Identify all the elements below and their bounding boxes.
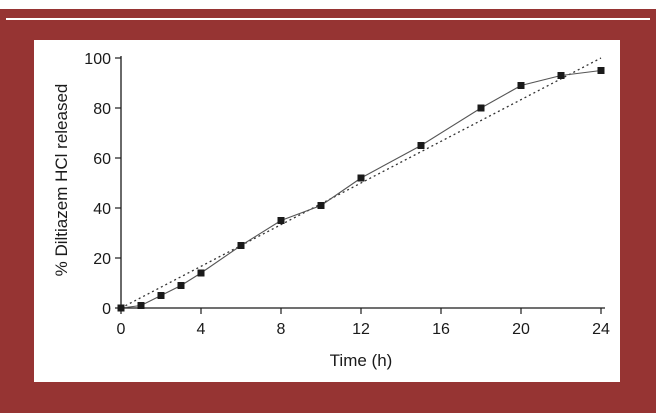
x-axis-ticks: 0 4 8 12 16 20 24 <box>117 308 610 338</box>
data-point <box>137 302 145 309</box>
data-point <box>597 67 605 74</box>
y-tick-label: 0 <box>102 301 111 318</box>
data-point <box>517 82 525 89</box>
reference-line <box>120 57 602 309</box>
data-point <box>237 242 245 249</box>
y-tick-label: 80 <box>93 101 111 118</box>
x-tick-label: 12 <box>352 321 370 338</box>
x-tick-label: 20 <box>512 321 530 338</box>
top-rule <box>6 18 650 20</box>
chart-panel: 0 4 8 12 16 20 24 0 20 40 60 80 100 Time (h) % Dilt… <box>34 40 620 382</box>
y-tick-label: 20 <box>93 251 111 268</box>
data-point <box>157 292 165 299</box>
data-point <box>417 142 425 149</box>
y-tick-label: 60 <box>93 151 111 168</box>
x-tick-label: 8 <box>277 321 286 338</box>
data-point <box>477 104 485 112</box>
top-strip <box>0 0 656 9</box>
release-series-line <box>120 69 602 309</box>
y-tick-label: 100 <box>84 51 111 68</box>
data-point <box>177 282 185 289</box>
x-axis-title: Time (h) <box>330 351 393 370</box>
axes <box>120 56 605 309</box>
x-tick-label: 0 <box>117 321 126 338</box>
data-point <box>277 217 285 224</box>
release-profile-chart: 0 4 8 12 16 20 24 0 20 40 60 80 100 Time (h) % Dilt… <box>52 51 610 370</box>
y-tick-label: 40 <box>93 201 111 218</box>
y-axis-title: % Diltiazem HCl released <box>52 84 71 277</box>
x-tick-label: 16 <box>432 321 450 338</box>
x-tick-label: 4 <box>197 321 206 338</box>
series-layer <box>117 57 605 312</box>
data-point <box>357 174 365 182</box>
data-point <box>317 202 325 209</box>
x-tick-label: 24 <box>592 321 610 338</box>
y-axis-ticks: 0 20 40 60 80 100 <box>84 51 121 318</box>
data-point <box>557 72 565 79</box>
data-point <box>117 304 125 312</box>
data-point <box>197 269 205 277</box>
